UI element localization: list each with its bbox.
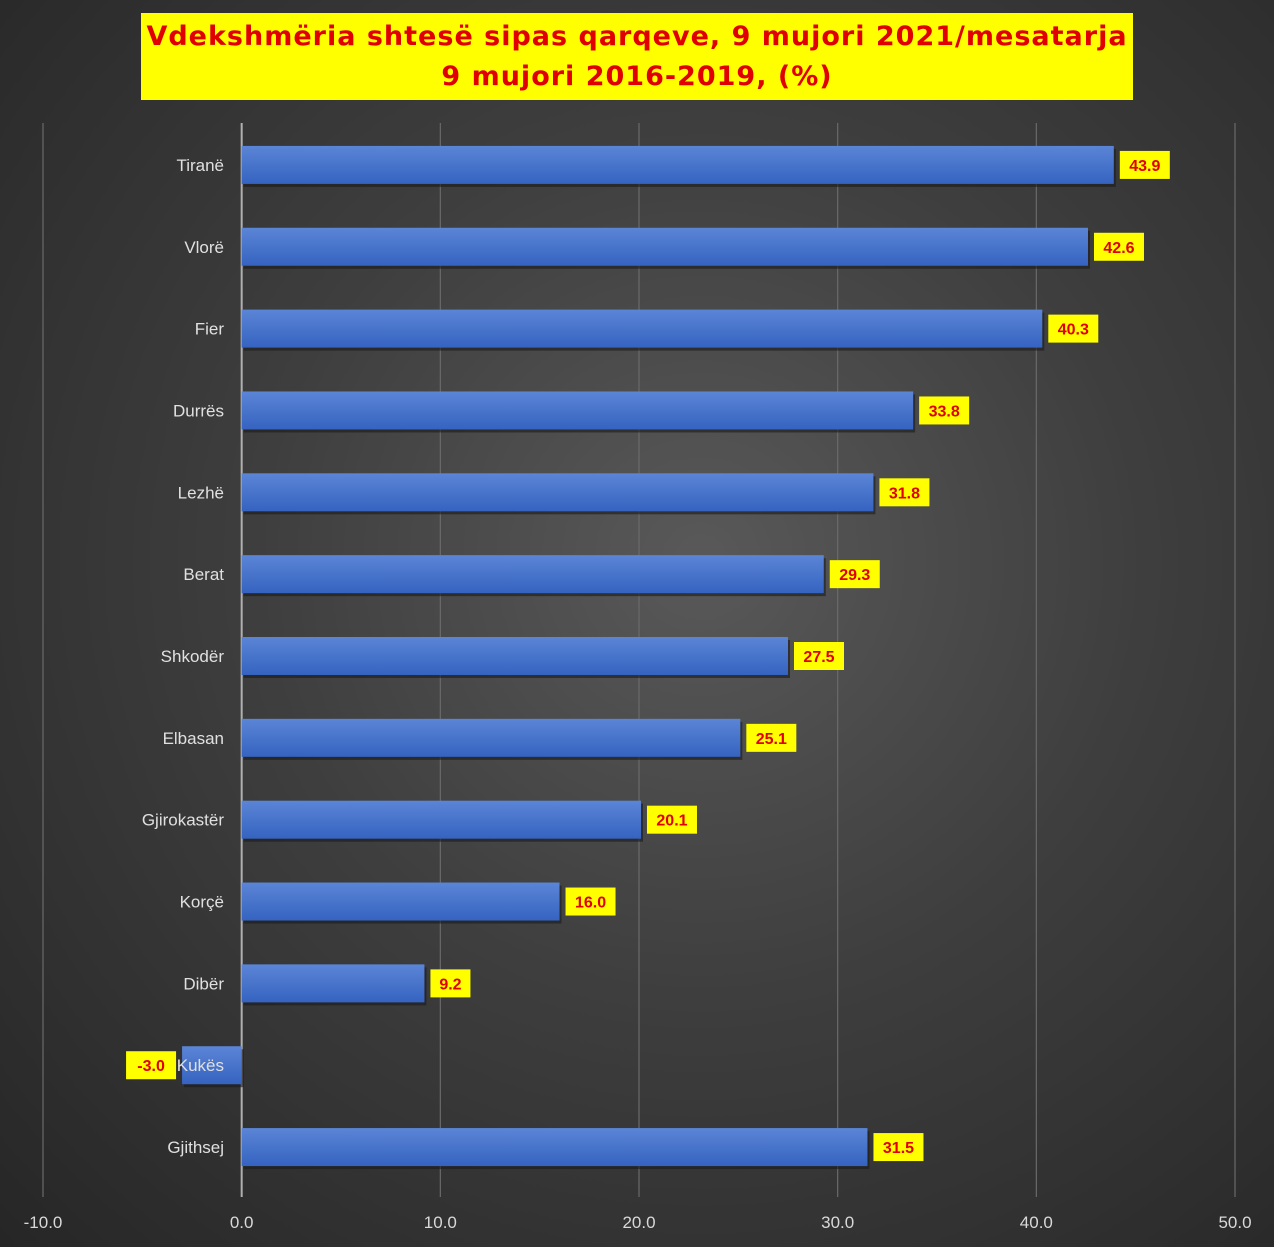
category-label: Berat	[183, 565, 224, 584]
data-label-bg	[794, 642, 844, 670]
x-tick-label: 10.0	[424, 1213, 457, 1232]
category-label: Kukës	[177, 1056, 224, 1075]
category-label: Lezhë	[178, 483, 224, 502]
data-label: 16.0	[575, 895, 606, 912]
data-label-bg	[1093, 232, 1144, 261]
bar	[241, 637, 788, 675]
data-label-bg	[1119, 150, 1170, 179]
data-label-bg	[1048, 314, 1099, 343]
data-label-bg	[646, 805, 697, 834]
category-label: Vlorë	[184, 238, 224, 257]
data-label: 27.5	[803, 649, 834, 666]
data-label-bg	[430, 969, 471, 998]
data-label: 31.5	[883, 1140, 914, 1157]
x-tick-label: 40.0	[1020, 1213, 1053, 1232]
category-label: Gjirokastër	[142, 811, 225, 830]
category-label: Tiranë	[176, 156, 224, 175]
bar	[241, 391, 914, 430]
data-label-bg	[919, 396, 970, 425]
category-label: Elbasan	[163, 729, 224, 748]
bar	[241, 882, 560, 921]
x-tick-label: 50.0	[1218, 1213, 1251, 1232]
data-label: 9.2	[439, 976, 461, 993]
x-tick-label: 30.0	[821, 1213, 854, 1232]
data-label: 33.8	[929, 403, 960, 420]
bar	[241, 718, 741, 757]
data-label: 29.3	[839, 567, 870, 584]
data-label: 20.1	[656, 813, 687, 830]
category-label: Fier	[195, 320, 225, 339]
bar	[241, 227, 1088, 266]
bar	[241, 964, 425, 1003]
x-tick-label: 20.0	[622, 1213, 655, 1232]
data-label-bg	[829, 560, 880, 589]
data-label: 40.3	[1058, 322, 1089, 339]
x-tick-label: 0.0	[230, 1213, 254, 1232]
data-label: 25.1	[756, 731, 787, 748]
category-label: Korçë	[180, 893, 224, 912]
bar	[182, 1046, 242, 1085]
bar	[241, 145, 1114, 184]
data-label-bg	[879, 478, 930, 507]
category-label: Dibër	[183, 974, 224, 993]
category-label: Durrës	[173, 401, 224, 420]
data-label-bg	[873, 1133, 924, 1162]
data-label: 42.6	[1103, 240, 1134, 257]
bar	[241, 800, 641, 839]
data-label-bg	[746, 723, 797, 752]
bar	[241, 309, 1043, 348]
data-label-bg	[126, 1051, 177, 1080]
data-label: 43.9	[1129, 158, 1160, 175]
x-tick-label: -10.0	[24, 1213, 63, 1232]
bar	[241, 473, 874, 512]
category-label: Shkodër	[161, 647, 225, 666]
category-label: Gjithsej	[167, 1138, 224, 1157]
data-label: 31.8	[889, 485, 920, 502]
chart-title: Vdekshmëria shtesë sipas qarqeve, 9 mujo…	[141, 13, 1133, 100]
data-label-bg	[565, 887, 616, 916]
bar	[241, 1128, 868, 1167]
bar	[241, 555, 824, 594]
data-label: -3.0	[137, 1058, 165, 1075]
